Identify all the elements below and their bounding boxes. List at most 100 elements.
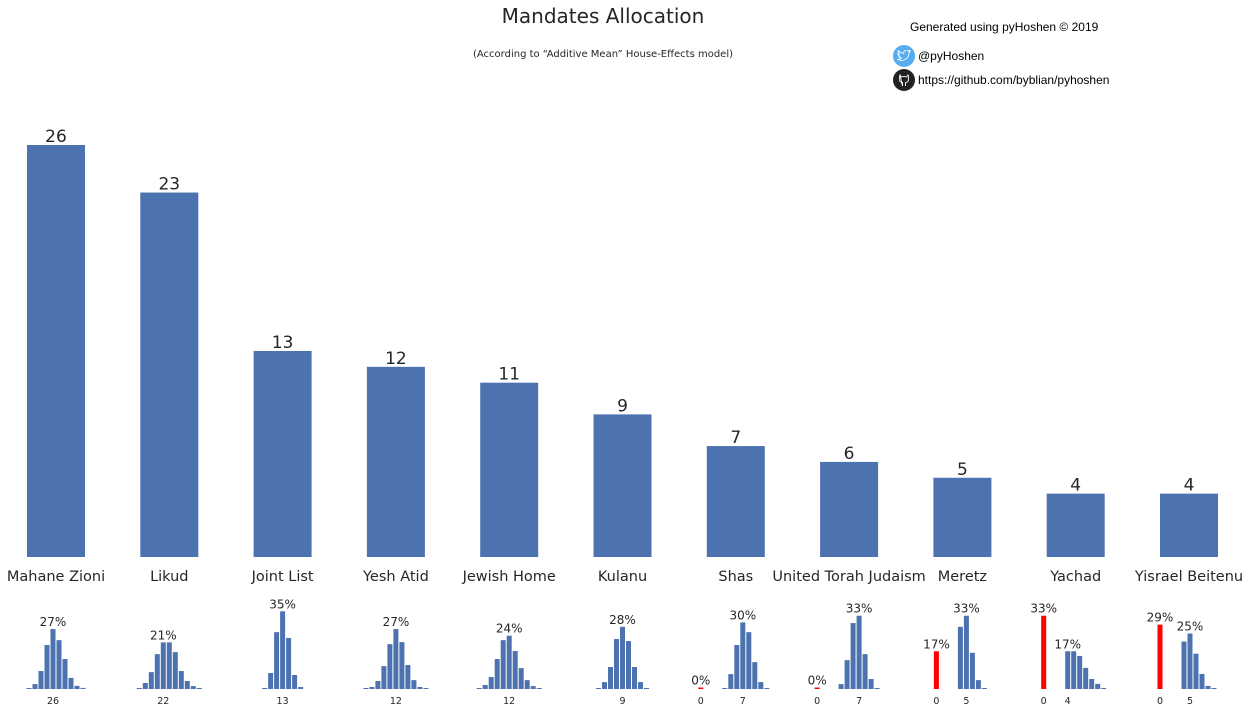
hist-tick-label: 0	[1041, 696, 1047, 707]
hist-peak-label: 35%	[269, 597, 296, 611]
hist-bar	[969, 652, 975, 689]
category-label: Likud	[150, 569, 188, 585]
bar-value-label: 5	[957, 460, 968, 480]
hist-bar	[476, 688, 482, 689]
bar-6	[706, 446, 765, 557]
hist-bar	[524, 680, 530, 689]
hist-bar	[190, 686, 196, 689]
hist-bar	[506, 635, 512, 689]
hist-bar	[1193, 653, 1199, 689]
category-label: Kulanu	[598, 569, 647, 585]
hist-bar	[56, 640, 62, 689]
hist-bar	[838, 684, 844, 689]
hist-zero-bar	[1041, 615, 1047, 689]
hist-bar	[1211, 688, 1217, 689]
hist-tick-label: 5	[1187, 696, 1193, 707]
hist-peak-label: 33%	[953, 602, 980, 616]
hist-bar	[44, 645, 50, 689]
hist-bar	[1071, 651, 1077, 689]
category-label: United Torah Judaism	[772, 569, 925, 585]
hist-bar	[62, 659, 68, 689]
chart-subtitle: (According to “Additive Mean” House-Effe…	[472, 49, 733, 60]
hist-bar	[530, 686, 536, 689]
chart-title: Mandates Allocation	[501, 4, 705, 28]
bar-10	[1160, 493, 1218, 557]
hist-peak-label: 27%	[383, 615, 410, 629]
bar-value-label: 12	[385, 349, 407, 369]
hist-peak-label: 25%	[1177, 620, 1204, 634]
bar-value-label: 4	[1070, 476, 1081, 496]
bar-value-label: 26	[45, 127, 67, 147]
hist-bar	[620, 626, 625, 689]
hist-tick-label: 4	[1065, 696, 1071, 707]
hist-peak-label: 28%	[609, 613, 636, 627]
bar-9	[1046, 493, 1105, 557]
hist-bar	[602, 682, 607, 689]
hist-tick-label: 7	[856, 696, 862, 707]
category-label: Joint List	[251, 569, 314, 585]
hist-tick-label: 0	[814, 696, 820, 707]
hist-bar	[1083, 667, 1089, 689]
hist-bar	[160, 642, 166, 689]
hist-bar	[746, 632, 752, 689]
hist-bar	[975, 680, 981, 689]
category-label: Meretz	[938, 569, 987, 585]
hist-bar	[142, 683, 148, 689]
bar-4	[480, 382, 539, 557]
category-label: Shas	[718, 569, 753, 585]
hist-bar	[268, 673, 274, 689]
hist-bar	[68, 677, 74, 689]
bar-value-label: 11	[498, 365, 520, 385]
hist-bar	[764, 688, 770, 689]
bar-value-label: 13	[272, 333, 294, 353]
category-label: Mahane Zioni	[7, 569, 105, 585]
hist-bar	[286, 637, 292, 689]
hist-bar	[536, 688, 542, 689]
github-link[interactable]: https://github.com/byblian/pyhoshen	[893, 69, 1109, 91]
twitter-link[interactable]: @pyHoshen	[893, 45, 984, 67]
category-label: Yisrael Beitenu	[1134, 569, 1243, 585]
hist-bar	[758, 682, 764, 689]
bar-value-label: 6	[844, 444, 855, 464]
hist-zero-bar	[933, 651, 939, 689]
bar-8	[933, 477, 992, 557]
hist-bar	[728, 674, 734, 689]
bar-3	[366, 366, 425, 557]
category-label: Jewish Home	[462, 569, 556, 585]
hist-bar	[868, 679, 874, 689]
bar-value-label: 23	[158, 175, 180, 195]
hist-zero-bar	[698, 687, 704, 689]
bar-5	[593, 414, 652, 557]
bar-value-label: 9	[617, 396, 628, 416]
hist-bar	[178, 671, 184, 689]
category-label: Yesh Atid	[362, 569, 429, 585]
category-label: Yachad	[1049, 569, 1101, 585]
hist-bar	[154, 654, 160, 689]
hist-bar	[262, 688, 268, 689]
hist-tick-label: 22	[157, 696, 169, 707]
hist-tick-label: 12	[503, 696, 515, 707]
hist-peak-label: 24%	[496, 622, 523, 636]
hist-bar	[1101, 688, 1107, 689]
hist-bar	[981, 688, 987, 689]
hist-bar	[874, 688, 880, 689]
hist-bar	[1095, 683, 1101, 689]
hist-bar	[614, 639, 619, 689]
bar-0	[27, 145, 85, 557]
hist-tick-label: 0	[933, 696, 939, 707]
hist-bar	[862, 654, 868, 689]
hist-bar	[626, 641, 631, 689]
hist-bar	[184, 681, 190, 689]
twitter-handle: @pyHoshen	[918, 49, 985, 63]
hist-bar	[856, 615, 862, 689]
hist-bar	[405, 665, 411, 689]
hist-tick-label: 12	[390, 696, 402, 707]
hist-bar	[50, 629, 56, 689]
github-icon	[893, 69, 915, 91]
hist-bar	[280, 611, 286, 689]
hist-tick-label: 13	[277, 696, 289, 707]
hist-bar	[957, 626, 963, 689]
hist-bar	[1205, 685, 1211, 689]
hist-tick-label: 0	[1157, 696, 1163, 707]
hist-bar	[136, 688, 142, 689]
